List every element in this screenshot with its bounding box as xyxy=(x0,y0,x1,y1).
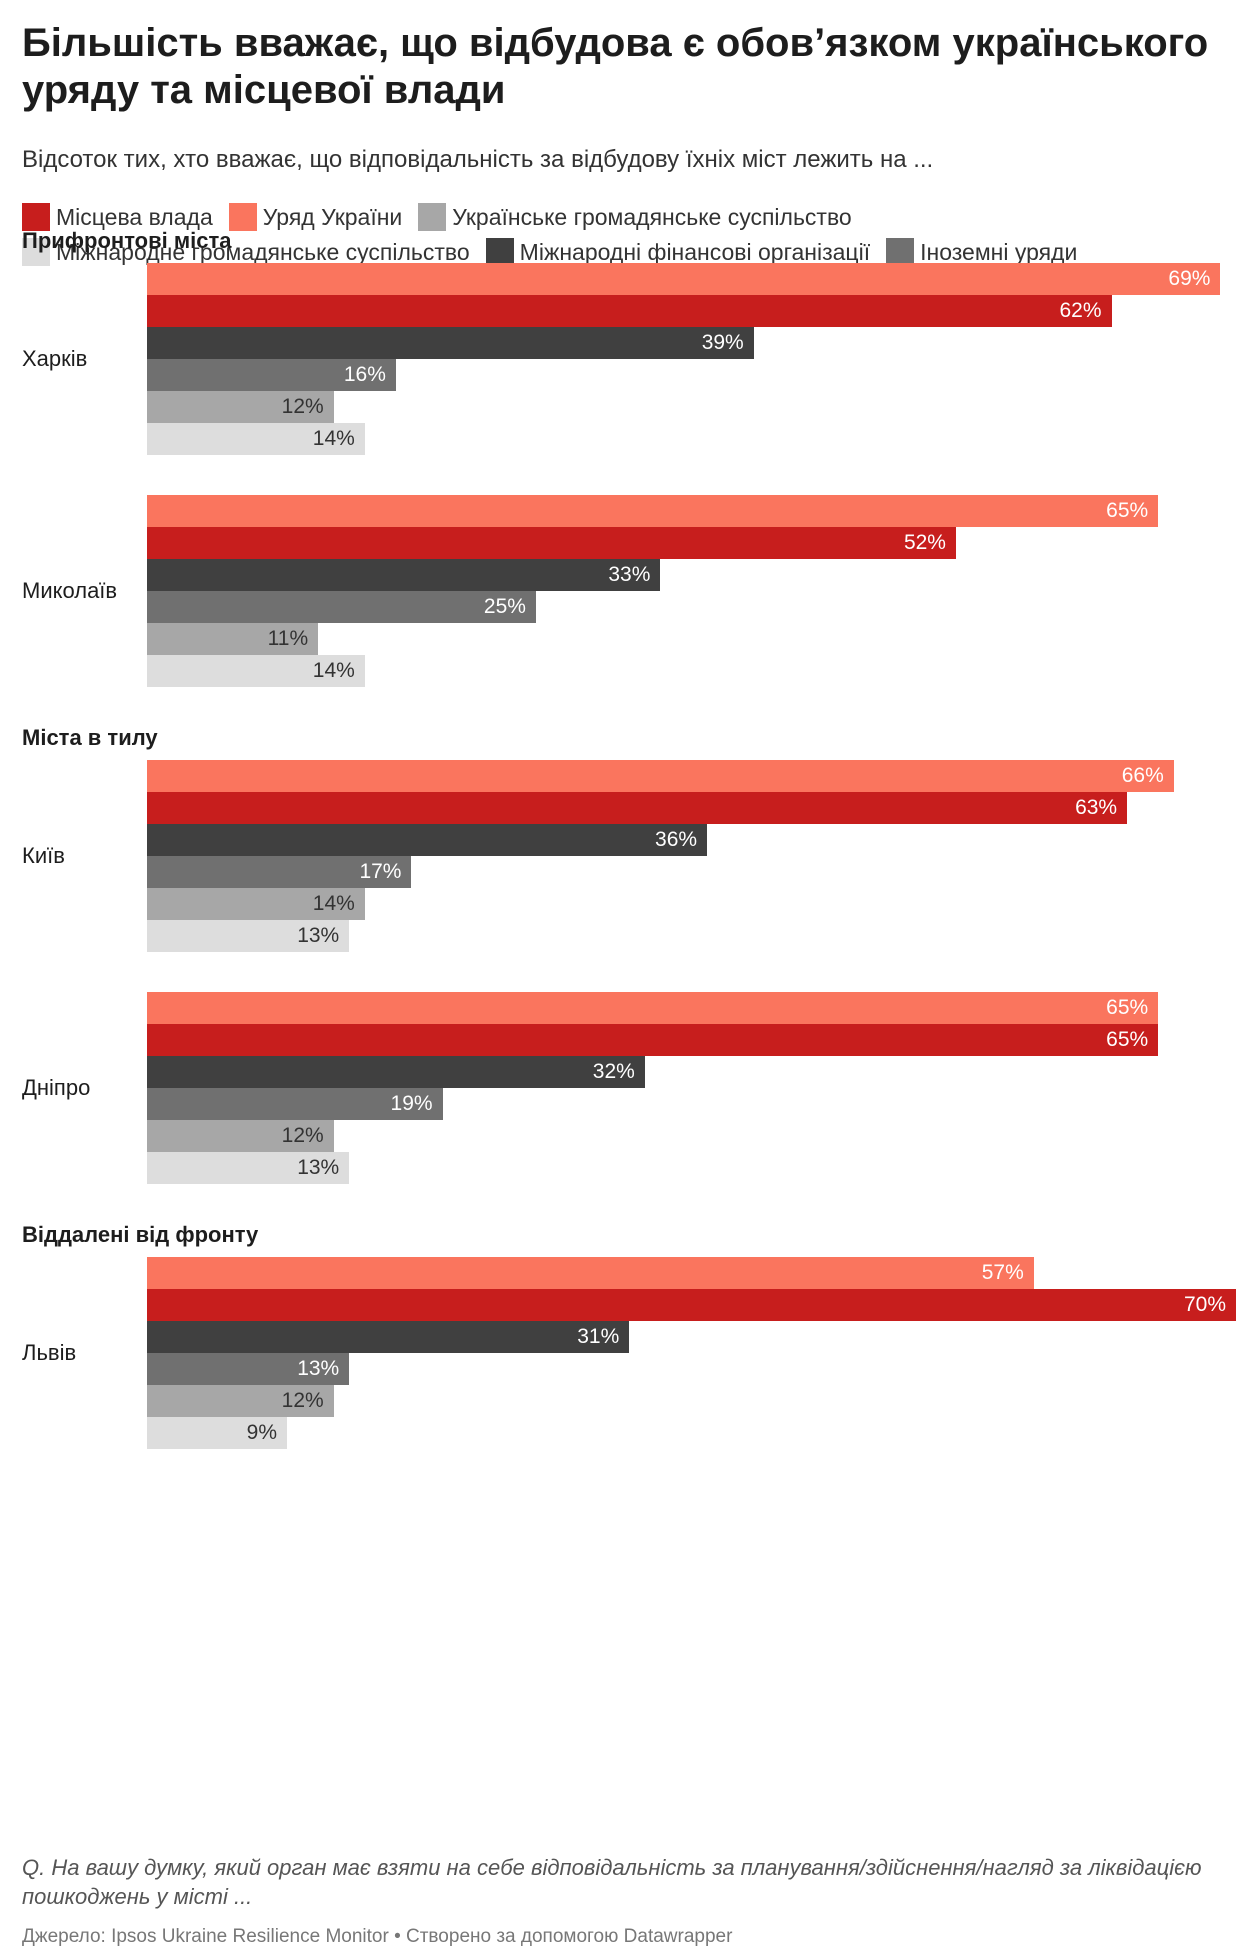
group-label: Віддалені від фронту xyxy=(22,1222,259,1247)
bar-value-label: 19% xyxy=(390,1092,433,1115)
bar xyxy=(147,1152,350,1184)
bar xyxy=(147,1289,1236,1321)
legend-swatch xyxy=(485,238,514,266)
bar-value-label: 13% xyxy=(297,1156,340,1179)
bar-value-label: 70% xyxy=(1183,1293,1226,1316)
legend-swatch xyxy=(886,238,915,266)
bar xyxy=(147,1024,1159,1056)
bar-value-label: 13% xyxy=(297,924,340,947)
bar-value-label: 33% xyxy=(608,563,651,586)
bar xyxy=(147,591,536,623)
bar xyxy=(147,1385,334,1417)
bar-value-label: 57% xyxy=(981,1261,1024,1284)
legend-label: Українське громадянське суспільство xyxy=(452,204,852,230)
city-label: Львів xyxy=(22,1340,77,1365)
bar xyxy=(147,527,956,559)
bar xyxy=(147,623,319,655)
legend-swatch xyxy=(22,238,50,266)
bar-value-label: 17% xyxy=(359,860,402,883)
bar xyxy=(147,1056,645,1088)
chart-source: Джерело: Ipsos Ukraine Resilience Monito… xyxy=(22,1926,733,1947)
legend-item: Міжнародні фінансові організації xyxy=(485,235,871,270)
legend-item: Українське громадянське суспільство xyxy=(418,200,852,235)
bar-value-label: 62% xyxy=(1059,299,1102,322)
bar-value-label: 14% xyxy=(312,659,355,682)
bar xyxy=(147,888,365,920)
bar xyxy=(147,792,1128,824)
bar-value-label: 39% xyxy=(701,331,744,354)
bar xyxy=(147,856,412,888)
bar-value-label: 32% xyxy=(592,1060,635,1083)
bar xyxy=(147,1417,287,1449)
city-label: Дніпро xyxy=(22,1075,91,1100)
legend-label: Іноземні уряди xyxy=(920,239,1078,265)
bar xyxy=(147,495,1159,527)
bar xyxy=(147,824,708,856)
bar-value-label: 36% xyxy=(655,828,698,851)
bar xyxy=(147,992,1159,1024)
bar-value-label: 16% xyxy=(343,363,386,386)
legend-label: Уряд України xyxy=(262,204,403,230)
bar xyxy=(147,1120,334,1152)
legend-item: Міжнародне громадянське суспільство xyxy=(22,235,470,270)
legend-item: Місцева влада xyxy=(22,200,213,235)
group-label: Міста в тилу xyxy=(22,725,158,750)
city-label: Харків xyxy=(22,346,88,371)
bar xyxy=(147,920,350,952)
bar xyxy=(147,359,396,391)
city-label: Київ xyxy=(22,843,65,868)
bar-value-label: 69% xyxy=(1168,267,1211,290)
bar-value-label: 52% xyxy=(903,531,946,554)
bar-value-label: 65% xyxy=(1106,499,1149,522)
legend-item: Іноземні уряди xyxy=(886,235,1077,270)
bar-value-label: 65% xyxy=(1106,996,1149,1019)
bar-value-label: 63% xyxy=(1075,796,1118,819)
legend-label: Міжнародні фінансові організації xyxy=(519,239,871,265)
legend-label: Місцева влада xyxy=(56,204,213,230)
legend-item: Уряд України xyxy=(228,200,403,235)
bar xyxy=(147,295,1112,327)
bar xyxy=(147,1321,630,1353)
legend-swatch xyxy=(418,203,447,231)
bar-value-label: 14% xyxy=(312,427,355,450)
chart-notes: Q. На вашу думку, який орган має взяти н… xyxy=(22,1855,1202,1909)
bar-value-label: 11% xyxy=(267,627,309,650)
bar-value-label: 65% xyxy=(1106,1028,1149,1051)
legend-swatch xyxy=(228,203,257,231)
bar xyxy=(147,1257,1034,1289)
legend-swatch xyxy=(22,203,50,231)
bar-value-label: 12% xyxy=(281,1389,324,1412)
bar-value-label: 13% xyxy=(297,1357,340,1380)
bar xyxy=(147,655,365,687)
bar xyxy=(147,559,661,591)
legend-label: Міжнародне громадянське суспільство xyxy=(56,239,470,265)
city-label: Миколаїв xyxy=(22,578,118,603)
bar xyxy=(147,760,1174,792)
bar xyxy=(147,327,754,359)
bar xyxy=(147,1088,443,1120)
bar-value-label: 31% xyxy=(577,1325,620,1348)
bar-value-label: 14% xyxy=(312,892,355,915)
legend: Місцева влада Уряд України Українське гром… xyxy=(22,200,1242,270)
group-label: Прифронтові міста xyxy=(22,228,232,253)
bar-value-label: 25% xyxy=(483,595,526,618)
bar xyxy=(147,263,1221,295)
bar xyxy=(147,391,334,423)
chart-subtitle: Відсоток тих, хто вважає, що відповідаль… xyxy=(22,146,934,173)
bar-value-label: 66% xyxy=(1121,764,1164,787)
bar xyxy=(147,1353,350,1385)
chart-title: Більшість вважає, що відбудова є обов’яз… xyxy=(22,21,1209,112)
bar xyxy=(147,423,365,455)
bar-value-label: 12% xyxy=(281,395,324,418)
bar-value-label: 9% xyxy=(246,1421,277,1444)
bar-value-label: 12% xyxy=(281,1124,324,1147)
